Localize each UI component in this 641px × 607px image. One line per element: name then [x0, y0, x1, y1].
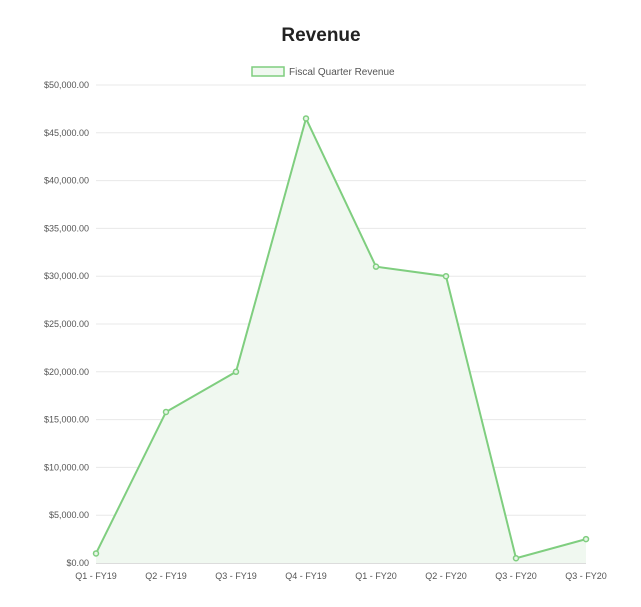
series-area-fill — [96, 118, 586, 564]
data-point[interactable] — [92, 550, 100, 557]
data-point[interactable] — [232, 368, 240, 376]
x-tick-label: Q3 - FY19 — [215, 571, 257, 581]
y-tick-label: $10,000.00 — [44, 462, 89, 472]
y-tick-label: $45,000.00 — [44, 128, 89, 138]
chart-title: Revenue — [281, 25, 360, 46]
x-tick-label: Q2 - FY20 — [425, 571, 467, 581]
y-tick-label: $40,000.00 — [44, 176, 89, 186]
legend-label: Fiscal Quarter Revenue — [289, 67, 395, 78]
y-tick-label: $35,000.00 — [44, 223, 89, 233]
y-tick-label: $30,000.00 — [44, 271, 89, 281]
y-tick-label: $15,000.00 — [44, 415, 89, 425]
x-axis-ticks: Q1 - FY19 Q2 - FY19 Q3 - FY19 Q4 - FY19 Q1 -… — [75, 571, 607, 581]
data-point[interactable] — [162, 408, 170, 416]
data-point[interactable] — [582, 535, 590, 543]
data-point[interactable] — [442, 272, 450, 280]
x-tick-label: Q3 - FY20 — [565, 571, 607, 581]
legend[interactable]: Fiscal Quarter Revenue — [251, 66, 395, 78]
y-tick-label: $20,000.00 — [44, 367, 89, 377]
x-tick-label: Q3 - FY20 — [495, 571, 537, 581]
y-tick-label: $50,000.00 — [44, 80, 89, 90]
y-tick-label: $0.00 — [66, 558, 89, 568]
x-tick-label: Q2 - FY19 — [145, 571, 187, 581]
legend-swatch — [251, 66, 285, 77]
data-point[interactable] — [302, 115, 310, 122]
y-axis-ticks: $0.00 $5,000.00 $10,000.00 $15,000.00 $20,00… — [44, 80, 89, 568]
y-tick-label: $25,000.00 — [44, 319, 89, 329]
series-line — [95, 115, 587, 560]
x-tick-label: Q1 - FY20 — [355, 571, 397, 581]
y-tick-label: $5,000.00 — [49, 510, 89, 520]
series-fiscal-quarter-revenue — [92, 115, 590, 564]
data-point[interactable] — [372, 263, 380, 270]
data-point[interactable] — [512, 554, 520, 562]
x-tick-label: Q4 - FY19 — [285, 571, 327, 581]
x-tick-label: Q1 - FY19 — [75, 571, 117, 581]
